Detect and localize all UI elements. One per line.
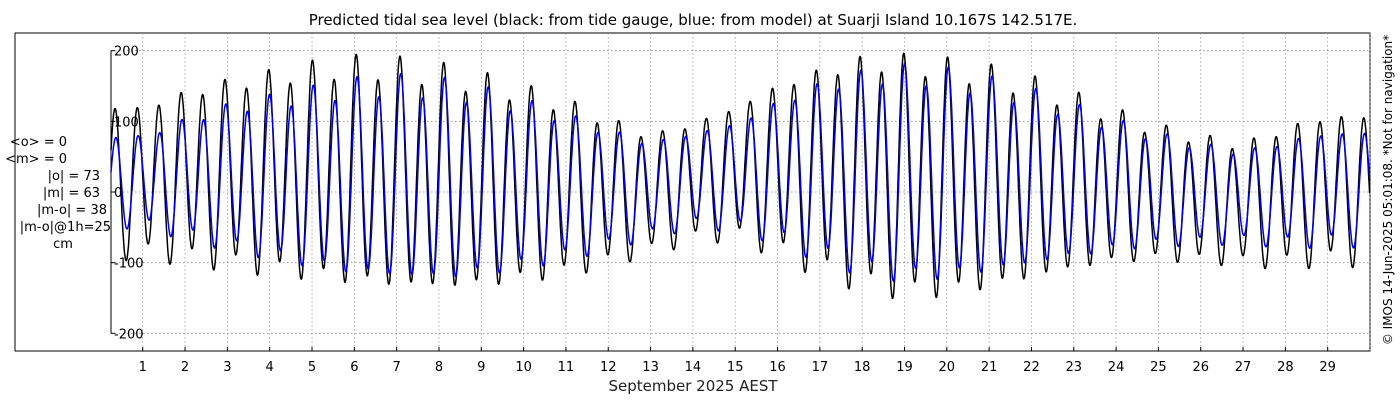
x-tick-label: 25 bbox=[1150, 360, 1167, 375]
x-tick-label: 11 bbox=[558, 360, 575, 375]
stat-unit: cm bbox=[53, 237, 73, 252]
x-tick-label: 8 bbox=[435, 360, 443, 375]
series-lines bbox=[110, 52, 1371, 300]
x-tick-label: 20 bbox=[939, 360, 956, 375]
x-tick-label: 12 bbox=[600, 360, 617, 375]
x-tick-label: 24 bbox=[1108, 360, 1125, 375]
stat-mean-model: <m> = 0 bbox=[5, 152, 67, 167]
y-tick-label: 200 bbox=[114, 45, 139, 60]
x-tick-label: 10 bbox=[515, 360, 532, 375]
x-tick-label: 28 bbox=[1277, 360, 1294, 375]
x-axis-label: September 2025 AEST bbox=[608, 377, 778, 395]
stats-block: <o> = 0 <m> = 0 |o| = 73 |m| = 63 |m-o| … bbox=[5, 135, 111, 252]
x-tick-label: 15 bbox=[727, 360, 744, 375]
x-tick-label: 17 bbox=[812, 360, 829, 375]
x-axis: 1 2 3 4 5 6 7 8 9 10 11 12 13 14 15 16 17 18 19 20 21 22 23 24 2… bbox=[139, 347, 1336, 375]
x-tick-label: 2 bbox=[181, 360, 189, 375]
x-tick-label: 1 bbox=[139, 360, 147, 375]
stat-abs-observed: |o| = 73 bbox=[48, 169, 100, 184]
y-tick-label: -200 bbox=[114, 327, 144, 342]
x-tick-label: 3 bbox=[223, 360, 231, 375]
stat-abs-diff: |m-o| = 38 bbox=[37, 203, 107, 218]
x-tick-label: 27 bbox=[1235, 360, 1252, 375]
x-tick-label: 4 bbox=[266, 360, 274, 375]
stat-abs-model: |m| = 63 bbox=[43, 186, 100, 201]
x-tick-label: 18 bbox=[854, 360, 871, 375]
x-tick-label: 22 bbox=[1023, 360, 1040, 375]
model-series-line bbox=[110, 62, 1371, 282]
observed-series-line bbox=[110, 52, 1371, 300]
x-tick-label: 13 bbox=[642, 360, 659, 375]
credit-text: © IMOS 14-Jun-2025 05:01:08. *Not for na… bbox=[1381, 35, 1395, 345]
y-axis: 200 100 0 -100 -200 bbox=[110, 45, 144, 342]
x-tick-label: 9 bbox=[477, 360, 485, 375]
x-tick-label: 21 bbox=[981, 360, 998, 375]
x-tick-label: 16 bbox=[769, 360, 786, 375]
y-tick-label: -100 bbox=[114, 257, 144, 272]
x-tick-label: 6 bbox=[350, 360, 358, 375]
x-tick-label: 29 bbox=[1319, 360, 1336, 375]
stat-mean-observed: <o> = 0 bbox=[10, 135, 67, 150]
x-tick-label: 23 bbox=[1065, 360, 1082, 375]
stat-abs-diff-1h: |m-o|@1h=25 bbox=[20, 220, 111, 235]
x-tick-label: 5 bbox=[308, 360, 316, 375]
chart-title: Predicted tidal sea level (black: from t… bbox=[309, 11, 1078, 29]
grid-lines bbox=[111, 33, 1371, 351]
x-tick-label: 7 bbox=[393, 360, 401, 375]
x-tick-label: 26 bbox=[1192, 360, 1209, 375]
x-tick-label: 19 bbox=[896, 360, 913, 375]
y-tick-label: 100 bbox=[114, 115, 139, 130]
y-tick-label: 0 bbox=[114, 186, 122, 201]
x-tick-label: 14 bbox=[685, 360, 702, 375]
